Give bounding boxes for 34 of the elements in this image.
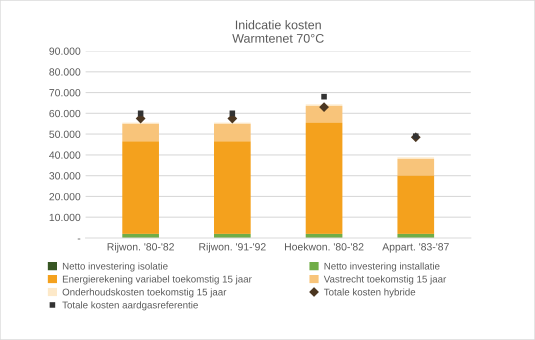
x-tick-label: Rijwon. '91-'92 <box>199 242 266 253</box>
bar <box>397 159 434 176</box>
y-tick-label: 90.000 <box>49 48 80 55</box>
y-tick-label: - <box>78 238 80 240</box>
point <box>138 110 144 116</box>
x-tick-label: Appart. '83-'87 <box>382 243 449 253</box>
y-tick-label: 60.000 <box>49 110 80 118</box>
y-tick-label: 70.000 <box>49 89 80 96</box>
x-tick-label: Rijwon. '80-'82 <box>108 242 174 253</box>
bar <box>397 176 434 234</box>
bar <box>214 141 251 234</box>
point <box>230 110 236 116</box>
y-tick-label: 30.000 <box>49 172 80 180</box>
y-tick-label: 20.000 <box>49 192 80 200</box>
bar <box>122 124 159 142</box>
bar <box>306 106 342 123</box>
x-tick-label: Hoekwon. '80-'82 <box>284 242 364 251</box>
legend-label: Vastrecht toekomstig 15 jaar <box>324 275 446 284</box>
legend-label: Netto investering installatie <box>324 262 440 272</box>
bar <box>306 122 342 234</box>
legend-label: Onderhoudskosten toekomstig 15 jaar <box>62 288 226 298</box>
legend-label: Totale kosten aardgasreferentie <box>62 301 198 310</box>
bar <box>122 141 159 234</box>
point <box>319 102 329 112</box>
chart-title: Inidcatie kosten Warmtenet 70°C <box>232 20 324 43</box>
bar <box>214 124 251 142</box>
legend-label: Netto investering isolatie <box>62 262 168 272</box>
legend-label: Totale kosten hybride <box>324 288 416 298</box>
y-tick-label: 40.000 <box>49 151 80 159</box>
y-tick-label: 50.000 <box>49 130 80 138</box>
legend-label: Energierekening variabel toekomstig 15 jaar <box>62 275 252 284</box>
point <box>321 94 327 100</box>
y-tick-label: 80.000 <box>49 68 80 76</box>
y-tick-label: 10.000 <box>50 214 80 222</box>
